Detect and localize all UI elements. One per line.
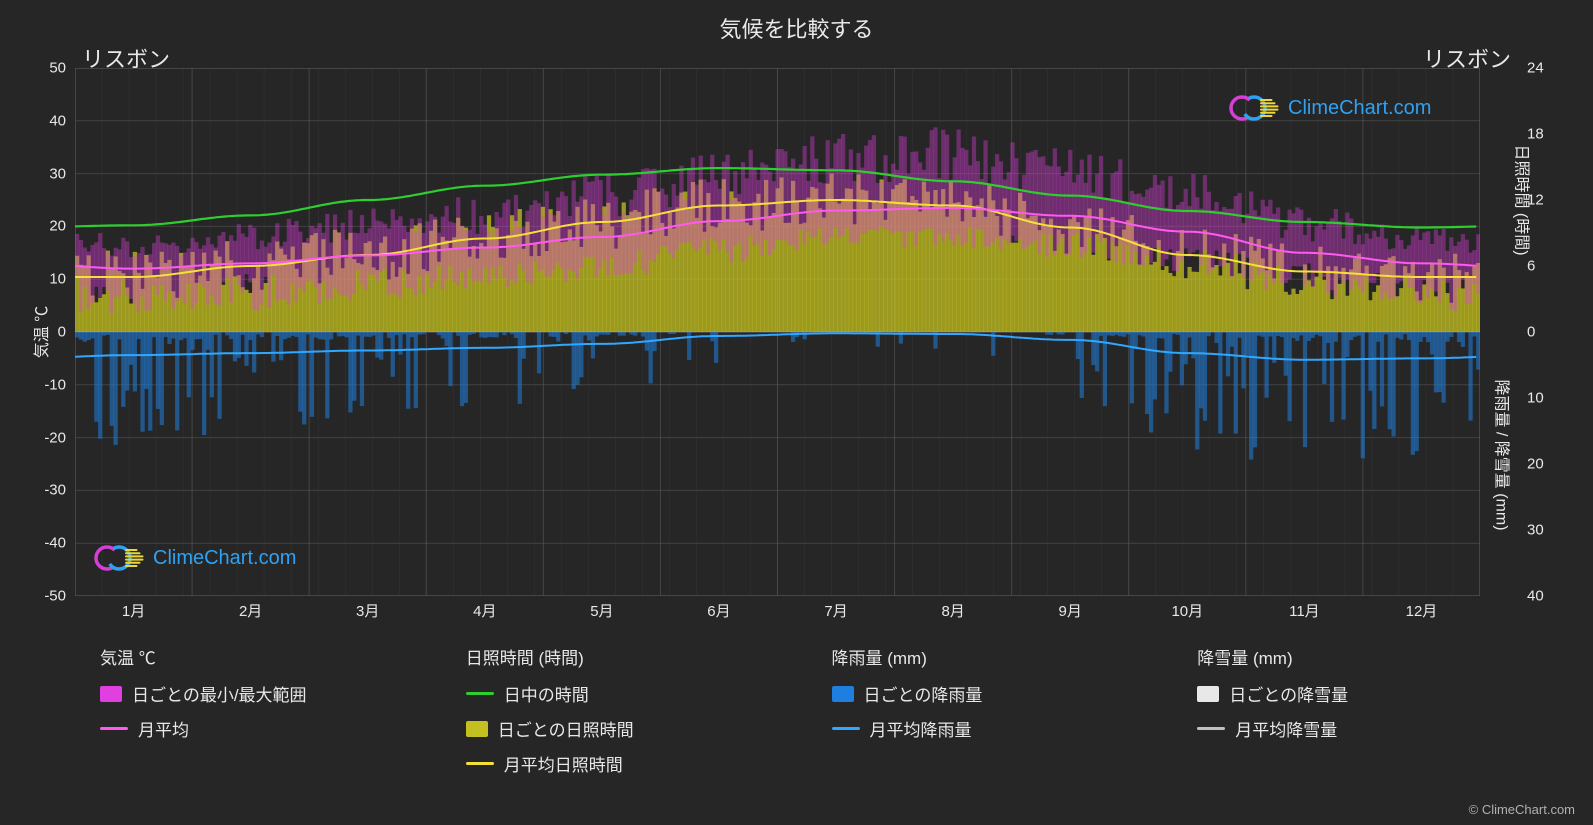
y-ticks-left: 50403020100-10-20-30-40-50: [0, 68, 70, 596]
legend-swatch: [1197, 686, 1219, 702]
legend-item: 月平均日照時間: [466, 751, 822, 776]
legend-swatch: [466, 692, 494, 695]
y-tick-right: 24: [1527, 60, 1544, 77]
svg-text:ClimeChart.com: ClimeChart.com: [1288, 97, 1431, 119]
legend-item: 日ごとの降雪量: [1197, 681, 1553, 706]
legend-label: 月平均降雨量: [870, 716, 972, 741]
y-tick-left: 20: [0, 218, 66, 235]
y-tick-left: 0: [0, 324, 66, 341]
svg-text:ClimeChart.com: ClimeChart.com: [153, 547, 296, 569]
x-tick-month: 10月: [1171, 600, 1203, 621]
legend: 気温 ℃ 日ごとの最小/最大範囲月平均 日照時間 (時間) 日中の時間日ごとの日照時…: [100, 644, 1553, 786]
x-tick-month: 5月: [590, 600, 613, 621]
y-tick-left: 40: [0, 112, 66, 129]
legend-swatch: [832, 686, 854, 702]
legend-item: 日ごとの最小/最大範囲: [100, 681, 456, 706]
y-tick-left: -30: [0, 482, 66, 499]
legend-swatch: [832, 727, 860, 730]
y-tick-right: 10: [1527, 390, 1544, 407]
x-tick-month: 11月: [1289, 600, 1320, 621]
y-tick-right: 0: [1527, 324, 1535, 341]
x-ticks: 1月 2月 3月 4月 5月 6月 7月 8月 9月 10月 11月 12月: [75, 600, 1480, 624]
credit-text: © ClimeChart.com: [1469, 802, 1575, 817]
legend-label: 月平均降雪量: [1235, 716, 1337, 741]
legend-swatch: [100, 686, 122, 702]
legend-label: 月平均日照時間: [504, 751, 623, 776]
y-tick-left: 10: [0, 271, 66, 288]
legend-swatch: [466, 762, 494, 765]
legend-item: 日ごとの日照時間: [466, 716, 822, 741]
legend-swatch: [1197, 727, 1225, 730]
y-tick-left: -50: [0, 588, 66, 605]
legend-item: 月平均降雪量: [1197, 716, 1553, 741]
legend-head: 日照時間 (時間): [466, 644, 822, 669]
legend-head: 降雨量 (mm): [832, 644, 1188, 669]
x-tick-month: 1月: [122, 600, 145, 621]
legend-swatch: [100, 727, 128, 730]
legend-item: 日ごとの降雨量: [832, 681, 1188, 706]
y-tick-right: 12: [1527, 192, 1544, 209]
x-tick-month: 4月: [473, 600, 496, 621]
chart-svg: ClimeChart.com ClimeChart.com: [75, 68, 1480, 596]
chart-title: 気候を比較する: [0, 12, 1593, 44]
y-tick-right: 40: [1527, 588, 1544, 605]
legend-label: 月平均: [138, 716, 189, 741]
y-ticks-right: 2418126010203040: [1523, 68, 1593, 596]
legend-col-sun: 日照時間 (時間) 日中の時間日ごとの日照時間月平均日照時間: [466, 644, 822, 786]
y-tick-left: 30: [0, 165, 66, 182]
x-tick-month: 9月: [1059, 600, 1082, 621]
x-tick-month: 12月: [1406, 600, 1438, 621]
y-tick-right: 6: [1527, 258, 1535, 275]
x-tick-month: 7月: [824, 600, 847, 621]
y-axis-right-bot-label: 降雨量 / 降雪量 (mm): [1491, 379, 1515, 530]
plot-area: ClimeChart.com ClimeChart.com: [75, 68, 1480, 596]
legend-item: 月平均降雨量: [832, 716, 1188, 741]
x-tick-month: 8月: [941, 600, 964, 621]
legend-col-rain: 降雨量 (mm) 日ごとの降雨量月平均降雨量: [832, 644, 1188, 786]
y-tick-left: -20: [0, 429, 66, 446]
legend-col-snow: 降雪量 (mm) 日ごとの降雪量月平均降雪量: [1197, 644, 1553, 786]
legend-label: 日ごとの日照時間: [498, 716, 634, 741]
legend-item: 月平均: [100, 716, 456, 741]
legend-item: 日中の時間: [466, 681, 822, 706]
legend-label: 日ごとの最小/最大範囲: [132, 681, 307, 706]
legend-head: 気温 ℃: [100, 644, 456, 669]
y-tick-left: -10: [0, 376, 66, 393]
x-tick-month: 6月: [707, 600, 730, 621]
legend-label: 日ごとの降雪量: [1229, 681, 1348, 706]
y-tick-left: 50: [0, 60, 66, 77]
y-tick-right: 20: [1527, 456, 1544, 473]
legend-label: 日中の時間: [504, 681, 589, 706]
y-tick-left: -40: [0, 535, 66, 552]
y-tick-right: 30: [1527, 522, 1544, 539]
climate-chart: 気候を比較する リスボン リスボン 気温 ℃ 日照時間 (時間) 降雨量 / 降…: [0, 0, 1593, 825]
legend-head: 降雪量 (mm): [1197, 644, 1553, 669]
legend-label: 日ごとの降雨量: [864, 681, 983, 706]
legend-swatch: [466, 721, 488, 737]
legend-col-temp: 気温 ℃ 日ごとの最小/最大範囲月平均: [100, 644, 456, 786]
x-tick-month: 2月: [239, 600, 262, 621]
x-tick-month: 3月: [356, 600, 379, 621]
y-tick-right: 18: [1527, 126, 1544, 143]
